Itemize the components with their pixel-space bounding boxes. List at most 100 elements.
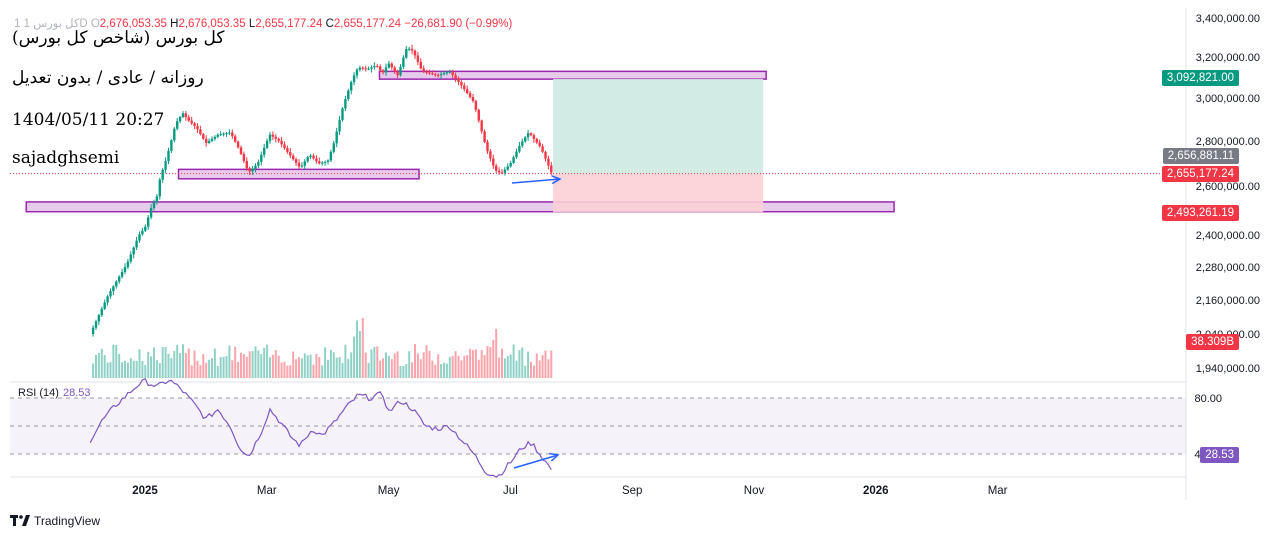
y-tick-label: 2,280,000.00 [1196, 262, 1260, 274]
candle-body [239, 147, 243, 154]
volume-bar [425, 345, 428, 378]
volume-bar [535, 353, 538, 378]
candle-body [454, 75, 457, 79]
volume-bar [213, 348, 216, 378]
volume-bar [184, 353, 187, 378]
volume-bar [428, 351, 431, 378]
volume-bar [199, 365, 202, 378]
volume-bar [489, 347, 492, 378]
candle-body [100, 308, 103, 316]
volume-bar [396, 351, 399, 378]
y-tick-label: 2,800,000.00 [1196, 136, 1260, 148]
volume-bar [402, 365, 405, 378]
candle-body [138, 234, 141, 241]
volume-bar [100, 348, 103, 378]
volume-bar [315, 353, 318, 378]
volume-bar [347, 358, 350, 378]
volume-bar [94, 354, 97, 378]
candle-body [294, 159, 298, 163]
rsi-divergence-arrow [513, 454, 559, 469]
candle-body [248, 168, 251, 172]
volume-bar [106, 362, 109, 378]
volume-bar [121, 362, 124, 378]
candle-body [521, 141, 524, 146]
candle-body [115, 281, 118, 287]
candle-body [120, 271, 124, 277]
x-tick-label: Jul [503, 485, 518, 497]
candle-body [289, 151, 292, 156]
volume-bar [408, 351, 411, 378]
candle-body [132, 247, 135, 255]
volume-bar [254, 346, 257, 378]
candle-body [184, 113, 188, 118]
symbol-label: 1 کل بورس 1D [14, 18, 88, 30]
volume-bar [324, 347, 327, 378]
candle-body [465, 89, 469, 94]
volume-bar [413, 344, 416, 378]
volume-bar [419, 359, 422, 378]
candle-body [384, 67, 388, 73]
x-tick-label: Mar [988, 485, 1008, 497]
candle-body [251, 168, 254, 172]
volume-bar [344, 344, 347, 378]
candle-body [286, 148, 289, 152]
volume-bar [248, 351, 251, 378]
price-divergence-arrow [511, 178, 561, 184]
volume-bar [242, 354, 245, 378]
volume-bar [332, 352, 335, 378]
candle-body [457, 78, 460, 82]
volume-bar [541, 355, 544, 378]
volume-bar [442, 362, 445, 378]
position-stop-zone [553, 173, 764, 213]
candle-body [158, 179, 161, 197]
volume-bar [251, 351, 254, 378]
candle-body [503, 169, 507, 173]
candle-body [451, 71, 454, 76]
volume-bar [405, 364, 408, 378]
volume-bar [118, 353, 121, 378]
volume-bar [239, 352, 242, 378]
candle-body [341, 108, 344, 120]
high-value: 2,676,053.35 [178, 18, 246, 30]
volume-bar [451, 355, 454, 378]
candle-body [117, 276, 121, 282]
volume-bar [518, 350, 521, 378]
target-price-tag: 3,092,821.00 [1161, 70, 1239, 86]
tradingview-logo[interactable]: TradingView [10, 514, 100, 528]
volume-bar [179, 353, 182, 378]
candle-body [199, 129, 202, 135]
volume-bar [393, 353, 396, 378]
volume-bar [263, 347, 266, 378]
candle-body [312, 155, 315, 159]
close-value: 2,655,177.24 [333, 18, 402, 30]
volume-bar [210, 358, 213, 378]
note-title: کل بورس (شاخص کل بورس) [12, 28, 225, 48]
volume-bar [457, 355, 460, 378]
candle-body [274, 136, 277, 139]
volume-bar [469, 348, 472, 378]
volume-bar [422, 352, 425, 378]
volume-bar [234, 346, 237, 378]
y-tick-label: 2,400,000.00 [1196, 230, 1260, 242]
candle-body [149, 208, 153, 218]
candle-body [280, 140, 283, 145]
rsi-legend: RSI (14) 28.53 [18, 387, 91, 399]
x-tick-label: May [378, 485, 400, 497]
volume-bar [367, 362, 370, 378]
close-label: C [325, 18, 334, 30]
candle-body [515, 151, 518, 158]
volume-bar [245, 356, 248, 378]
volume-bar [228, 345, 231, 378]
volume-bar [280, 362, 283, 378]
candle-body [167, 150, 170, 162]
volume-bar [547, 359, 550, 378]
candle-body [370, 67, 373, 69]
candle-body [326, 160, 330, 162]
volume-bar [480, 350, 483, 378]
rsi-line [89, 378, 552, 478]
volume-bar [376, 346, 379, 378]
volume-bar [271, 354, 274, 378]
rsi-divergence-arrow-head [548, 452, 560, 462]
candle-body [242, 153, 246, 162]
